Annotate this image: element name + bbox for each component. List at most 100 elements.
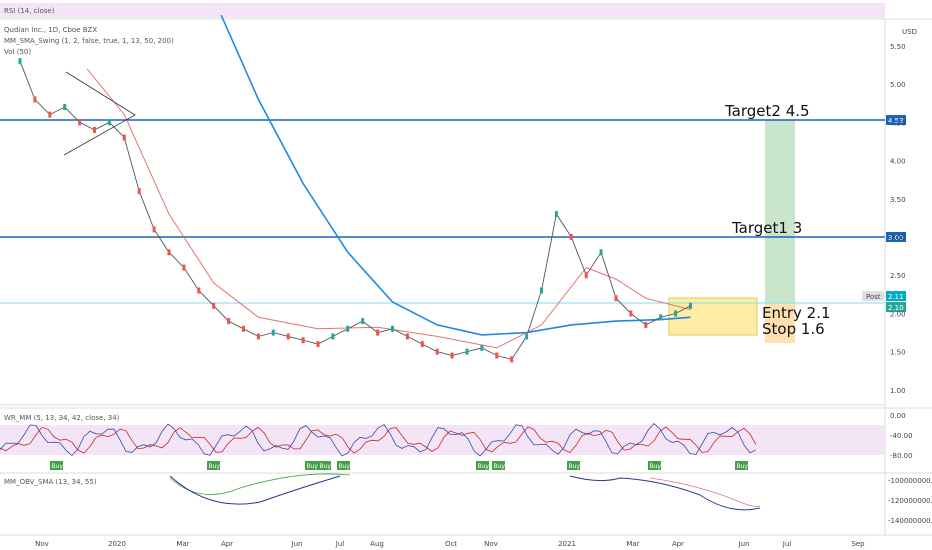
triangle-pattern — [63, 71, 136, 156]
candle — [48, 111, 52, 118]
buy-badge-text: Buy — [737, 463, 749, 470]
x-tick-9: 2021 — [558, 540, 576, 548]
x-tick-6: Aug — [370, 540, 384, 548]
x-tick-8: Nov — [484, 540, 498, 548]
candle — [331, 333, 335, 340]
candle — [107, 119, 111, 126]
buy-badge-text: Buy — [569, 463, 581, 470]
candles-group — [18, 58, 692, 363]
wr-tick-1: -40.00 — [890, 432, 913, 440]
target-zone — [765, 120, 795, 303]
post-badge — [862, 291, 884, 301]
symbol-label: Qudian Inc., 1D, Cboe BZX — [4, 26, 97, 34]
wr-red-line — [0, 426, 757, 454]
candle — [33, 96, 37, 103]
price-tick-9: 1.00 — [890, 387, 906, 395]
candle — [301, 337, 305, 344]
candle — [271, 329, 275, 336]
buy-badge — [305, 461, 318, 470]
candle — [212, 302, 216, 309]
price-tick-7: 2.00 — [890, 310, 906, 318]
x-tick-7: Oct — [445, 540, 457, 548]
candle — [18, 58, 22, 65]
candle — [674, 310, 678, 317]
candle — [525, 333, 529, 340]
candle — [167, 249, 171, 256]
x-tick-3: Apr — [221, 540, 233, 548]
candle — [405, 333, 409, 340]
wr-blue-line — [0, 423, 757, 457]
buy-badge — [567, 461, 580, 470]
x-tick-10: Mar — [626, 540, 639, 548]
buy-badge — [648, 461, 661, 470]
buy-badge-text: Buy — [209, 463, 221, 470]
x-tick-4: Jun — [291, 540, 303, 548]
obv-green-line — [169, 473, 351, 495]
stop-zone — [765, 303, 795, 343]
sma50-line — [86, 68, 691, 349]
candle — [122, 134, 126, 141]
obv-label: MM_OBV_SMA (13, 34, 55) — [4, 478, 97, 486]
wr-tick-0: 0.00 — [890, 412, 906, 420]
candle — [197, 287, 201, 294]
currency-label: USD — [902, 28, 917, 36]
x-tick-1: 2020 — [108, 540, 126, 548]
candle — [316, 341, 320, 348]
rsi-label: RSI (14, close) — [4, 7, 55, 15]
candle — [286, 333, 290, 340]
entry-box — [668, 297, 758, 336]
tag-last-price-alt-text: 2.10 — [888, 304, 904, 312]
candle — [376, 329, 380, 336]
buy-badge — [735, 461, 748, 470]
price-tick-6: 2.50 — [890, 272, 906, 280]
candle — [242, 325, 245, 332]
tag-last-price — [886, 291, 906, 301]
candle — [63, 104, 67, 110]
wr-tick-2: -80.00 — [890, 452, 913, 460]
stop-note: Stop 1.6 — [762, 320, 825, 338]
candle — [435, 348, 439, 355]
price-tick-1: 5.00 — [890, 81, 906, 89]
price-tick-0: 5.50 — [890, 43, 906, 51]
buy-badge-text: Buy — [307, 463, 319, 470]
tag-target2-text: 4.53 — [888, 117, 904, 125]
candle — [346, 325, 350, 332]
candle — [659, 314, 663, 321]
candle — [450, 352, 454, 359]
buy-badge-text: Buy — [52, 463, 64, 470]
target2-note: Target2 4.5 — [724, 102, 810, 120]
candle — [361, 318, 365, 325]
price-axis-ticks: 5.50 5.00 4.50 4.00 3.50 3.00 2.50 2.00 1.50 1.00 — [890, 43, 906, 395]
buy-badge — [337, 461, 350, 470]
obv-blue-line-2 — [569, 475, 761, 511]
obv-red-line — [649, 477, 761, 507]
tag-last-price-text: 2.11 — [888, 293, 904, 301]
candle — [137, 188, 141, 195]
buy-badge — [476, 461, 489, 470]
candle — [480, 344, 484, 351]
buy-badge-text: Buy — [494, 463, 506, 470]
entry-note: Entry 2.1 — [762, 304, 831, 322]
buy-badge-text: Buy — [650, 463, 662, 470]
tag-target1-text: 3.00 — [888, 234, 904, 242]
sma200-line — [220, 14, 691, 336]
candle — [599, 249, 603, 256]
candle — [540, 287, 543, 294]
obv-tick-0: -100000000.00 — [888, 477, 932, 485]
candle — [182, 264, 186, 271]
buy-badge — [318, 461, 331, 470]
candle — [510, 356, 514, 363]
candle — [689, 302, 692, 309]
buy-badge — [207, 461, 220, 470]
vol-label: Vol (50) — [4, 48, 31, 56]
candle — [569, 234, 573, 240]
indicator-label: MM_SMA_Swing (1, 2, false, true, 1, 13, … — [4, 37, 174, 45]
x-tick-5: Jul — [335, 540, 345, 548]
price-tick-4: 3.50 — [890, 196, 906, 204]
obv-tick-1: -120000000.00 — [888, 497, 932, 505]
wr-label: WR_MM (5, 13, 34, 42, close, 34) — [4, 414, 120, 422]
x-tick-2: Mar — [176, 540, 189, 548]
tag-last-price-alt — [886, 302, 906, 312]
